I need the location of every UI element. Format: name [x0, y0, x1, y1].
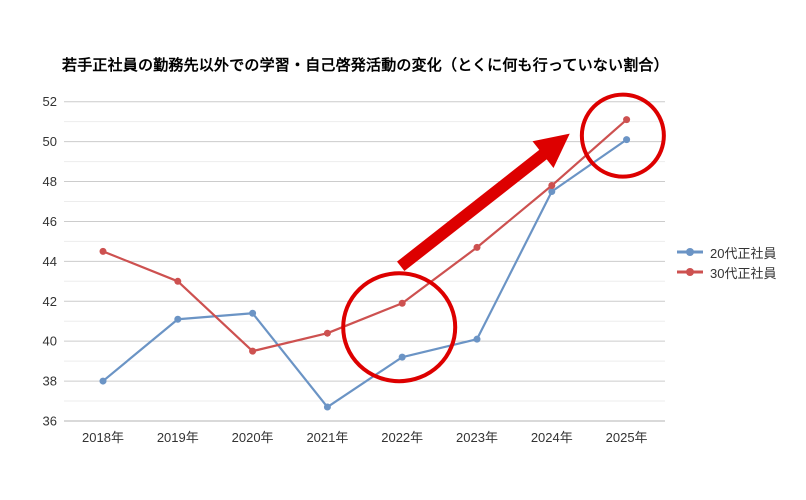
data-point-20代正社員-2024年	[548, 188, 556, 196]
legend: 20代正社員 30代正社員	[676, 242, 776, 282]
legend-marker-icon	[677, 268, 703, 276]
data-point-20代正社員-2022年	[398, 353, 406, 361]
x-axis-tick-label: 2020年	[232, 430, 274, 445]
data-point-20代正社員-2020年	[249, 309, 257, 317]
data-point-20代正社員-2025年	[623, 136, 631, 144]
data-point-20代正社員-2018年	[99, 377, 107, 385]
data-point-30代正社員-2021年	[323, 329, 331, 337]
y-axis-tick-label: 52	[43, 94, 57, 109]
y-axis-tick-label: 46	[43, 214, 57, 229]
y-axis-tick-label: 40	[43, 334, 57, 349]
data-point-20代正社員-2019年	[174, 315, 182, 323]
x-axis-tick-label: 2018年	[82, 430, 124, 445]
series-line-30代正社員	[102, 118, 628, 353]
data-point-30代正社員-2019年	[174, 277, 182, 285]
legend-item-30代正社員: 30代正社員	[676, 262, 776, 282]
circle-around-2025-points	[579, 92, 666, 179]
series-line-20代正社員	[102, 138, 628, 409]
x-axis-tick-label: 2022年	[381, 430, 423, 445]
data-point-30代正社員-2024年	[548, 182, 556, 190]
legend-item-20代正社員: 20代正社員	[676, 242, 776, 262]
data-point-30代正社員-2022年	[398, 299, 406, 307]
data-point-20代正社員-2023年	[473, 335, 481, 343]
y-axis-tick-label: 44	[43, 254, 57, 269]
circle-around-2022-points	[341, 271, 458, 384]
x-axis-tick-label: 2023年	[456, 430, 498, 445]
data-point-30代正社員-2025年	[623, 116, 631, 124]
data-point-30代正社員-2020年	[249, 347, 257, 355]
legend-label: 20代正社員	[710, 245, 777, 261]
legend-label: 30代正社員	[710, 265, 777, 281]
legend-marker-icon	[677, 248, 703, 256]
y-axis-tick-label: 48	[43, 174, 57, 189]
upward-trend-arrow-shaft	[396, 147, 550, 272]
data-point-30代正社員-2018年	[99, 247, 107, 255]
upward-trend-arrow-head	[532, 133, 570, 168]
y-axis-tick-label: 38	[43, 374, 57, 389]
data-point-30代正社員-2023年	[473, 243, 481, 251]
y-axis-tick-label: 36	[43, 414, 57, 429]
y-axis-tick-label: 50	[43, 134, 57, 149]
x-axis-tick-label: 2025年	[606, 430, 648, 445]
x-axis-tick-label: 2021年	[306, 430, 348, 445]
chart-title: 若手正社員の勤務先以外での学習・自己啓発活動の変化（とくに何も行っていない割合）	[62, 57, 669, 74]
x-axis-tick-label: 2019年	[157, 430, 199, 445]
x-axis-tick-label: 2024年	[531, 430, 573, 445]
data-point-20代正社員-2021年	[323, 403, 331, 411]
y-axis-tick-label: 42	[43, 294, 57, 309]
